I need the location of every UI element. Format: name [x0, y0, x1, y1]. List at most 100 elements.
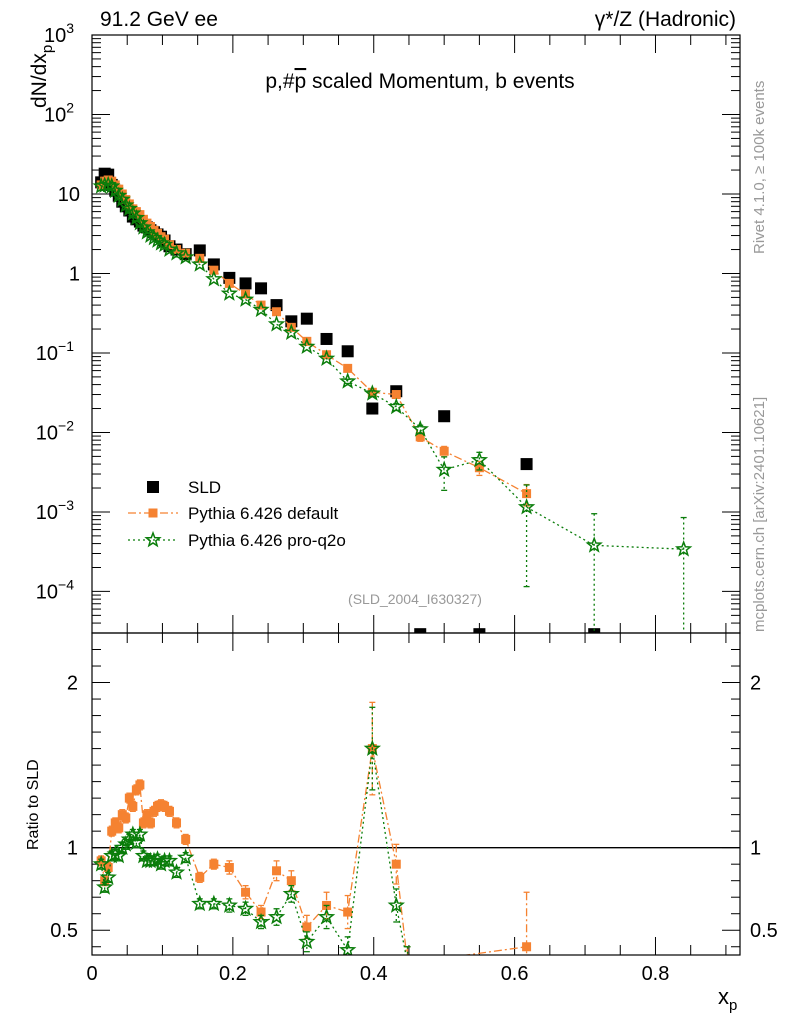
y-tick-label-exponent: −4 — [58, 576, 74, 592]
main-proq2o-point — [160, 240, 179, 257]
ratio-axis-label: Ratio to SLD — [25, 759, 42, 850]
ratio-default-point — [160, 801, 170, 811]
main-default-point — [181, 248, 191, 258]
ratio-proq2o-point — [95, 878, 114, 895]
plot-title: p,#p scaled Momentum, b events — [265, 70, 574, 93]
ratio-y-tick-label: 0.5 — [50, 920, 78, 942]
x-axis-label-main: x — [718, 984, 729, 1009]
legend-entry-data: SLD — [147, 478, 221, 497]
ratio-default-point — [124, 793, 134, 803]
header-energy-label: 91.2 GeV ee — [100, 8, 218, 31]
main-proq2o-point — [236, 290, 255, 307]
ratio-default-point — [403, 959, 412, 968]
plot-title-pbar: p — [295, 70, 307, 93]
legend-proq2o-marker — [144, 530, 162, 548]
ratio-default-point — [142, 810, 152, 820]
ratio-default-point — [286, 876, 296, 886]
ratio-default-point — [114, 823, 124, 833]
ratio-y-tick-label: 2 — [67, 673, 78, 695]
main-default-point — [322, 350, 332, 360]
main-default-point — [391, 390, 401, 400]
main-default-point — [415, 432, 425, 442]
main-sld-data-point — [300, 312, 313, 325]
ratio-proq2o-point — [127, 833, 146, 851]
ratio-default-point — [145, 818, 155, 828]
y-tick-label-exponent: 2 — [66, 99, 74, 115]
main-proq2o-point — [317, 349, 336, 366]
ratio-proq2o-point — [363, 739, 382, 756]
main-sld-data-point — [473, 628, 486, 633]
ratio-default-point — [209, 859, 219, 869]
legend-entry-default: Pythia 6.426 default — [128, 504, 339, 523]
ratio-default-point — [272, 866, 282, 876]
y-tick-label-base: 10 — [44, 25, 66, 47]
analysis-watermark: (SLD_2004_I630327) — [348, 591, 482, 607]
y-axis-label-main: dN/dx — [28, 53, 51, 108]
ratio-default-point — [149, 806, 159, 816]
legend-label: SLD — [188, 478, 221, 497]
y-tick-label: 10−3 — [36, 497, 74, 524]
ratio-default-point — [103, 862, 113, 872]
ratio-proq2o-point — [191, 894, 209, 912]
ratio-default-point — [172, 818, 182, 828]
ratio-proq2o-point — [317, 907, 336, 925]
ratio-default-point — [343, 907, 353, 917]
main-proq2o-point — [103, 177, 121, 194]
main-proq2o-point — [167, 244, 186, 261]
main-sld-data-point — [239, 277, 252, 290]
ratio-default-point — [138, 818, 148, 828]
x-tick-label: 0.8 — [642, 963, 670, 985]
ratio-proq2o-point — [205, 894, 223, 912]
y-tick-label-exponent: −1 — [58, 338, 74, 354]
main-proq2o-point — [338, 372, 357, 389]
ratio-proq2o-point — [113, 838, 131, 856]
main-sld-data-point — [193, 244, 206, 257]
main-proq2o-point — [585, 536, 603, 553]
ratio-panel-axes: 0 0.2 0.4 0.6 0.8 0.5 0.5 1 1 2 2 — [50, 633, 778, 985]
ratio-default-point — [110, 818, 120, 828]
ratio-proq2o-point — [387, 896, 405, 913]
y-axis-label: dN/dxp — [28, 45, 56, 108]
x-tick-label: 0.6 — [501, 963, 529, 985]
ratio-proq2o-point — [252, 912, 270, 930]
ratio-default-point — [195, 872, 205, 882]
rivet-version-label: Rivet 4.1.0, ≥ 100k events — [751, 81, 768, 254]
main-sld-data-point — [255, 282, 268, 295]
ratio-proq2o-point — [110, 846, 128, 864]
main-default-line — [100, 179, 527, 495]
ratio-proq2o-point — [282, 884, 301, 902]
main-proq2o-point — [282, 323, 301, 341]
y-axis-label-sub: p — [39, 45, 56, 53]
y-tick-label: 1 — [69, 263, 80, 285]
ratio-proq2o-point — [131, 825, 149, 842]
ratio-proq2o-point — [236, 899, 255, 917]
ratio-proq2o-point — [99, 868, 117, 885]
main-default-point — [172, 245, 182, 255]
legend-sld-marker — [147, 481, 159, 493]
main-panel-marks — [92, 167, 693, 633]
x-axis-label-sub: p — [729, 997, 737, 1014]
main-proq2o-point — [205, 269, 223, 287]
main-proq2o-point — [131, 213, 149, 231]
ratio-default-point — [224, 862, 234, 872]
ratio-default-point — [181, 834, 191, 844]
y-tick-label-exponent: −3 — [58, 497, 74, 513]
header-process-label: γ*/Z (Hadronic) — [595, 8, 736, 31]
main-sld-data-point — [320, 332, 333, 345]
ratio-default-point — [107, 826, 117, 836]
legend-label: Pythia 6.426 pro-q2o — [188, 531, 346, 550]
main-default-point — [224, 278, 234, 288]
legend-entry-proq2o: Pythia 6.426 pro-q2o — [128, 530, 346, 550]
ratio-default-point — [391, 859, 401, 869]
main-proq2o-point — [470, 450, 489, 468]
y-tick-label-exponent: 3 — [66, 20, 74, 36]
main-proq2o-point — [176, 248, 195, 265]
x-tick-label: 0.4 — [360, 963, 388, 985]
main-sld-data-point — [366, 402, 379, 415]
ratio-proq2o-point — [92, 855, 110, 872]
ratio-y-tick-label-right: 0.5 — [750, 920, 778, 942]
ratio-default-point — [256, 907, 266, 917]
ratio-y-tick-label-right: 2 — [750, 673, 761, 695]
mcplots-citation-label: mcplots.cern.ch [arXiv:2401.10621] — [751, 397, 768, 632]
